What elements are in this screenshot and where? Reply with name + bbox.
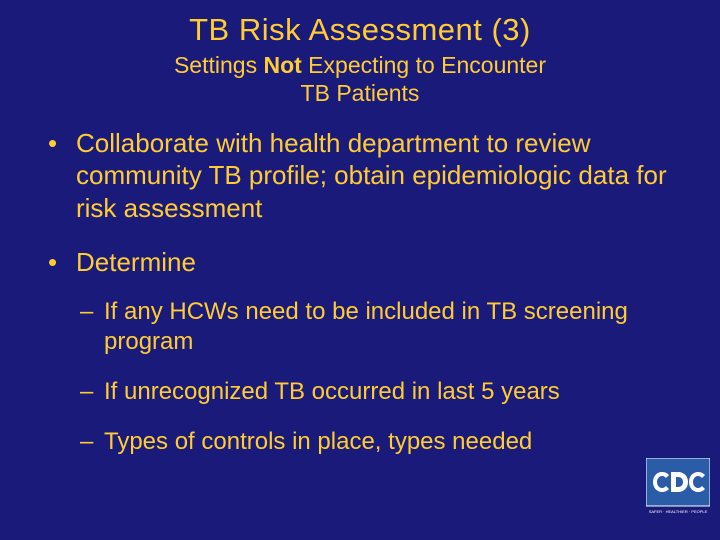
bullet-list: Collaborate with health department to re…	[40, 127, 680, 457]
subtitle-prefix: Settings	[174, 52, 264, 78]
bullet-item: Collaborate with health department to re…	[40, 127, 680, 225]
subtitle-bold: Not	[263, 52, 301, 78]
cdc-logo-icon: SAFER · HEALTHIER · PEOPLE	[646, 458, 710, 516]
sub-bullet-item: If unrecognized TB occurred in last 5 ye…	[76, 377, 680, 407]
slide: TB Risk Assessment (3) Settings Not Expe…	[0, 0, 720, 540]
slide-subtitle-line1: Settings Not Expecting to Encounter	[40, 52, 680, 80]
bullet-text: Determine	[76, 247, 196, 277]
subtitle-suffix: Expecting to Encounter	[302, 52, 546, 78]
slide-subtitle-line2: TB Patients	[40, 80, 680, 107]
logo-tagline: SAFER · HEALTHIER · PEOPLE	[649, 509, 708, 514]
bullet-text: Collaborate with health department to re…	[76, 128, 667, 223]
sub-bullet-list: If any HCWs need to be included in TB sc…	[76, 297, 680, 457]
slide-title: TB Risk Assessment (3)	[40, 12, 680, 48]
bullet-item: Determine If any HCWs need to be include…	[40, 246, 680, 457]
sub-bullet-item: If any HCWs need to be included in TB sc…	[76, 297, 680, 357]
sub-bullet-item: Types of controls in place, types needed	[76, 427, 680, 457]
